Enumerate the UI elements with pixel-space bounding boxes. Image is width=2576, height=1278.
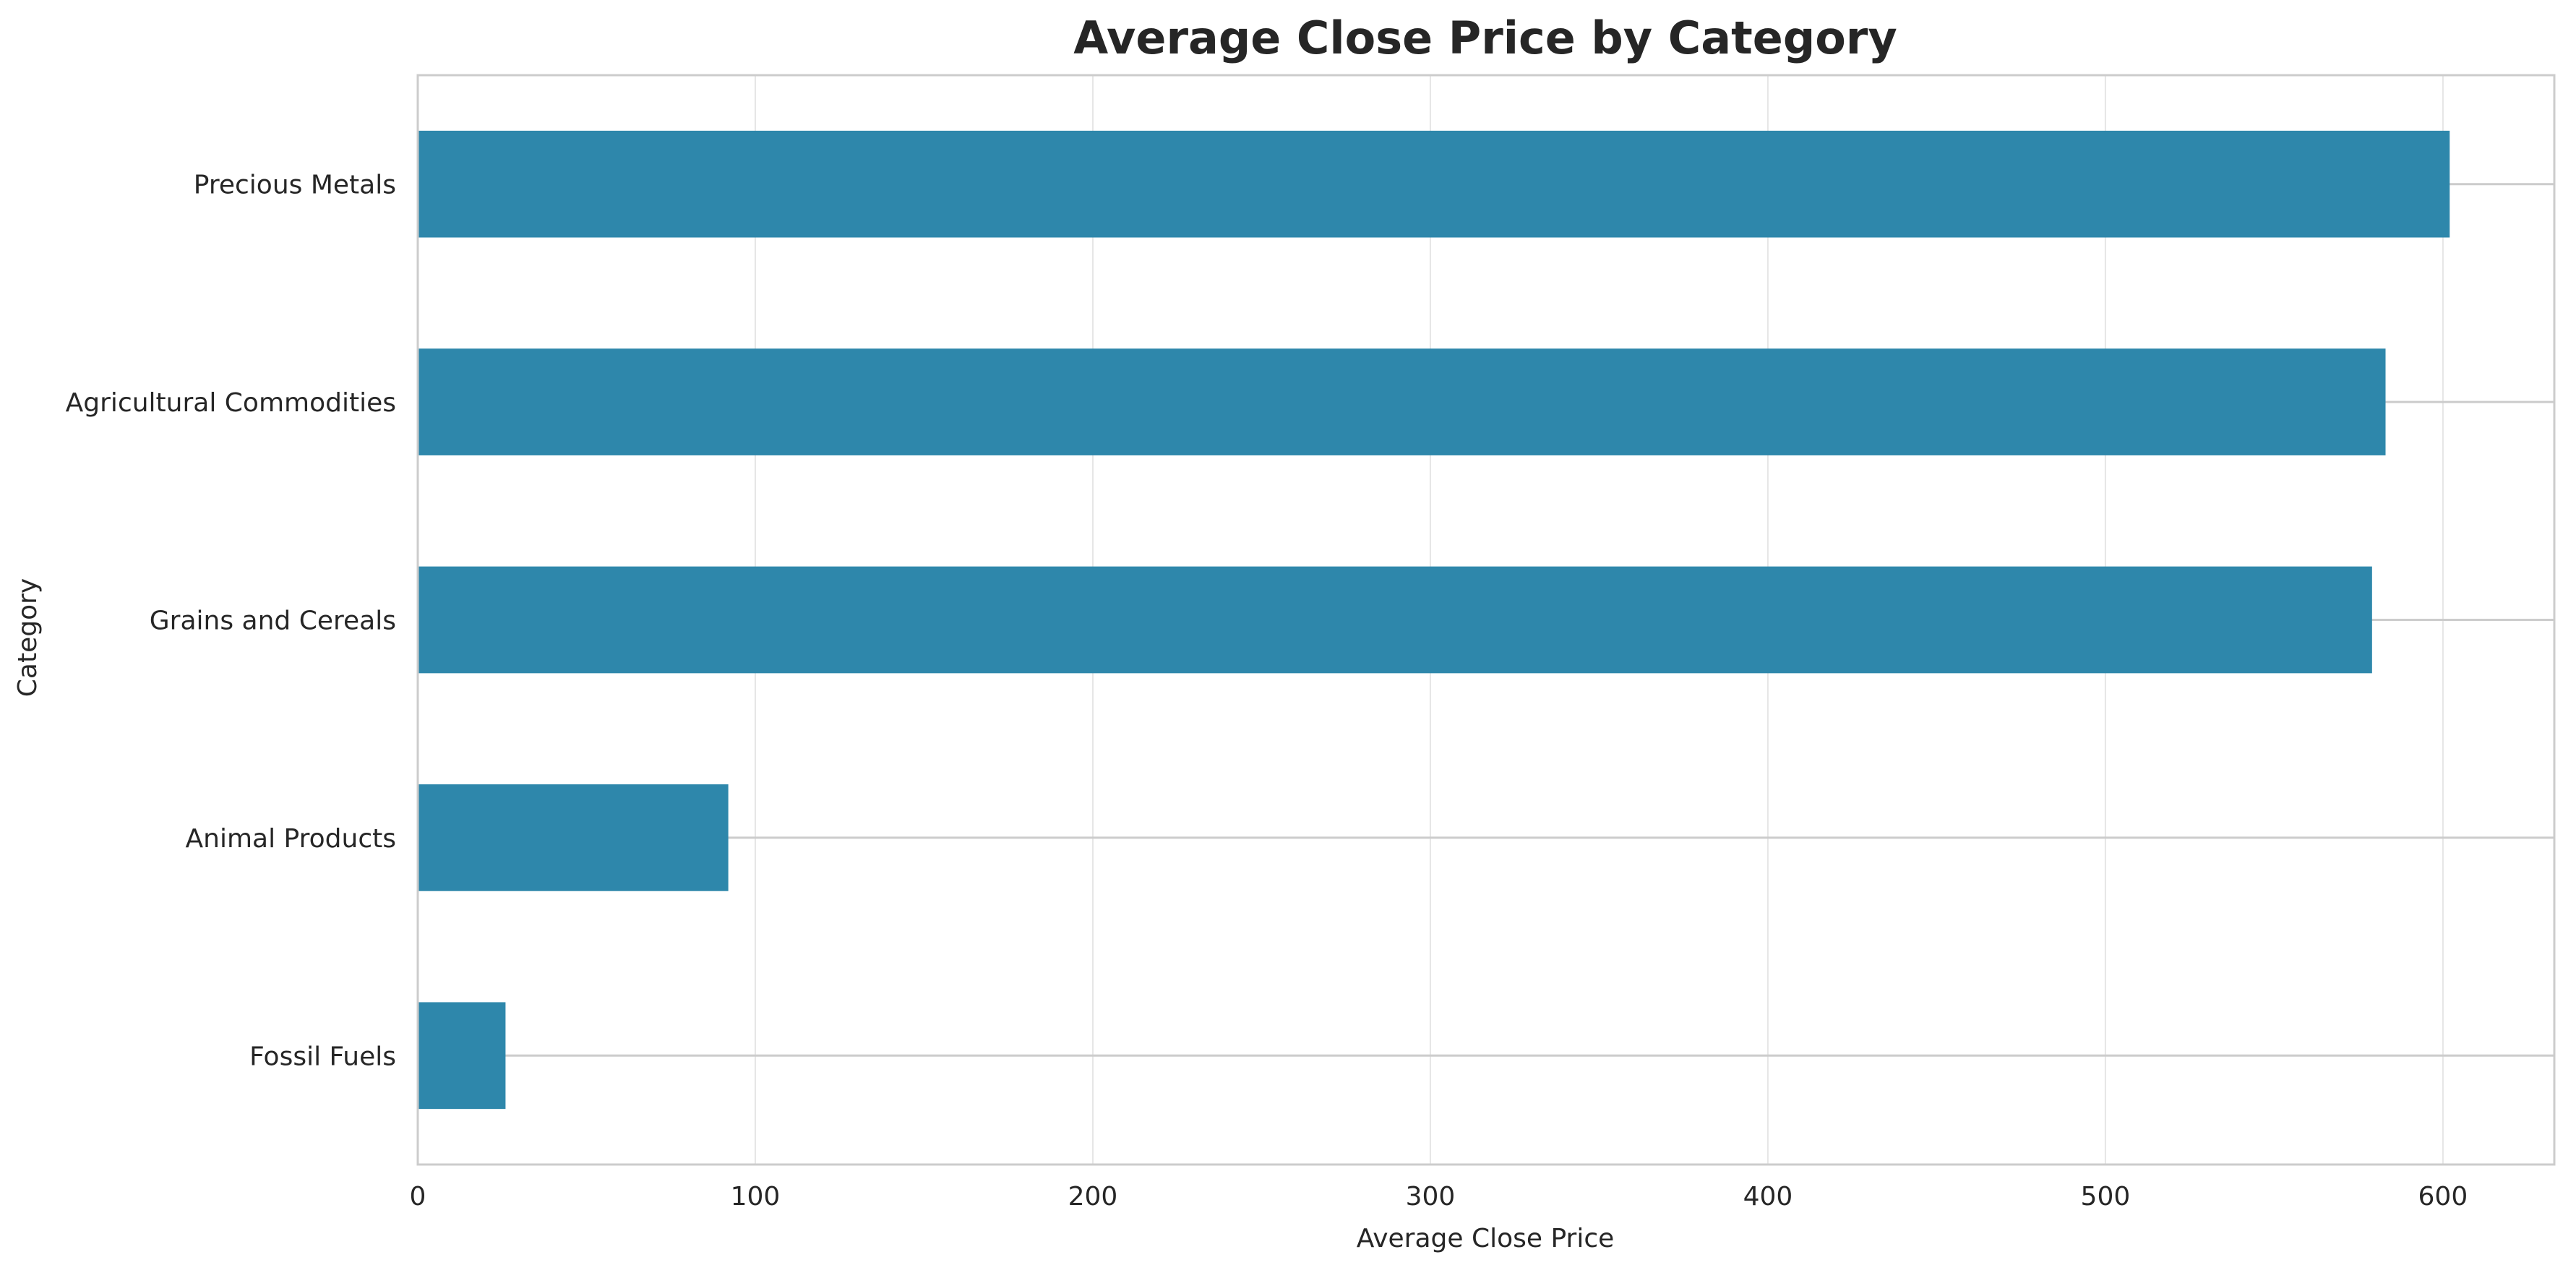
- x-tick-label: 100: [731, 1182, 781, 1211]
- plot-frame: [416, 74, 2556, 1166]
- x-tick-label: 600: [2418, 1182, 2468, 1211]
- x-tick-label: 300: [1406, 1182, 1456, 1211]
- bar-agricultural-commodities: [418, 348, 2386, 455]
- bar-animal-products: [418, 784, 729, 891]
- y-tick-label: Grains and Cereals: [150, 606, 396, 636]
- y-axis-label: Category: [13, 578, 43, 697]
- x-tick-label: 500: [2081, 1182, 2131, 1211]
- x-tick-labels: 0 100 200 300 400 500 600: [410, 1182, 2468, 1211]
- x-tick-label: 200: [1068, 1182, 1118, 1211]
- y-tick-label: Precious Metals: [194, 171, 396, 200]
- y-tick-label: Animal Products: [186, 824, 396, 854]
- chart-title: Average Close Price by Category: [1073, 12, 1897, 64]
- x-axis-label: Average Close Price: [1357, 1224, 1615, 1253]
- bar-precious-metals: [418, 130, 2450, 238]
- bars: [418, 130, 2450, 1110]
- bar-grains-and-cereals: [418, 566, 2372, 674]
- x-tick-label: 400: [1743, 1182, 1793, 1211]
- bar-fossil-fuels: [418, 1002, 506, 1110]
- y-tick-labels: Precious Metals Agricultural Commodities G…: [66, 171, 396, 1072]
- y-tick-label: Agricultural Commodities: [66, 388, 396, 418]
- x-tick-label: 0: [410, 1182, 426, 1211]
- y-tick-label: Fossil Fuels: [249, 1042, 396, 1071]
